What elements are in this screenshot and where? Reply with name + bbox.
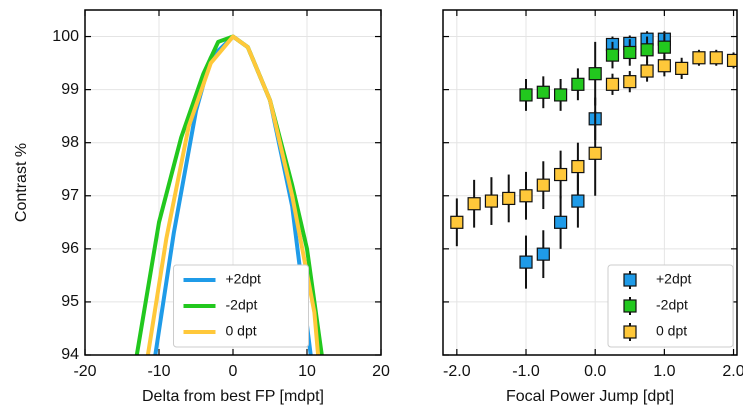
panel: -20 -10 0 10 20 94 95 96 97 98 99 100 Delta from bes… — [13, 9, 390, 405]
y-tick-label: 94 — [61, 346, 79, 363]
marker — [605, 77, 620, 91]
marker — [519, 189, 533, 203]
marker — [536, 85, 550, 99]
x-tick-label: -1.0 — [512, 363, 540, 380]
axes-frame — [442, 9, 738, 356]
y-tick-label: 99 — [61, 81, 79, 98]
legend-label: +2dpt — [226, 271, 262, 287]
y-tick-label: 95 — [61, 293, 79, 310]
legend-label: 0 dpt — [656, 323, 687, 339]
marker — [571, 159, 585, 174]
marker — [640, 64, 654, 78]
marker — [726, 53, 737, 68]
marker — [536, 247, 550, 261]
legend-box — [607, 264, 734, 348]
marker — [709, 51, 723, 65]
marker — [623, 45, 637, 60]
legend-label: 0 dpt — [226, 323, 257, 339]
marker — [467, 197, 481, 211]
panel: -2.0 -1.0 0.0 1.0 2.0 Focal Power Jump [dpt] +… — [442, 9, 743, 405]
marker — [657, 59, 671, 73]
x-tick-label: -10 — [147, 363, 170, 380]
y-tick-label: 96 — [61, 240, 79, 257]
plot-area — [450, 31, 737, 289]
marker — [553, 167, 568, 182]
y-tick-label: 100 — [52, 28, 79, 45]
marker — [588, 146, 602, 160]
marker — [553, 88, 568, 102]
marker — [675, 61, 689, 75]
y-tick-label: 97 — [61, 187, 79, 204]
marker — [640, 43, 654, 57]
marker — [571, 194, 585, 208]
marker — [553, 215, 568, 229]
legend-swatch — [623, 325, 637, 339]
legend-swatch — [623, 273, 637, 287]
x-tick-label: 20 — [372, 363, 390, 380]
marker — [657, 40, 671, 54]
marker — [605, 48, 620, 62]
x-tick-label: 1.0 — [653, 363, 675, 380]
x-tick-label: -20 — [73, 363, 96, 380]
legend-label: +2dpt — [656, 271, 692, 287]
marker — [571, 77, 585, 91]
x-tick-label: 0 — [229, 363, 238, 380]
legend: +2dpt -2dpt 0 dpt — [173, 264, 309, 348]
legend-box — [173, 264, 309, 348]
legend-swatch — [623, 299, 637, 313]
marker — [536, 178, 550, 192]
x-tick-label: 0.0 — [584, 363, 606, 380]
line — [145, 34, 321, 355]
marker — [484, 194, 499, 208]
plot-area — [134, 34, 324, 355]
x-tick-label: 2.0 — [722, 363, 743, 380]
marker — [502, 191, 516, 206]
axes-frame — [84, 9, 382, 356]
y-tick-label: 98 — [61, 134, 79, 151]
y-axis-label: Contrast % — [13, 143, 30, 222]
x-axis-label: Focal Power Jump [dpt] — [506, 388, 674, 405]
marker — [519, 255, 533, 269]
marker — [588, 67, 602, 81]
x-tick-label: -2.0 — [443, 363, 471, 380]
legend: +2dpt -2dpt 0 dpt — [607, 264, 734, 348]
marker — [519, 88, 533, 102]
x-axis-label: Delta from best FP [mdpt] — [142, 388, 324, 405]
marker — [450, 215, 464, 229]
x-tick-label: 10 — [298, 363, 316, 380]
legend-label: -2dpt — [656, 297, 688, 313]
legend-label: -2dpt — [226, 297, 258, 313]
marker — [692, 51, 706, 65]
marker — [623, 75, 637, 89]
